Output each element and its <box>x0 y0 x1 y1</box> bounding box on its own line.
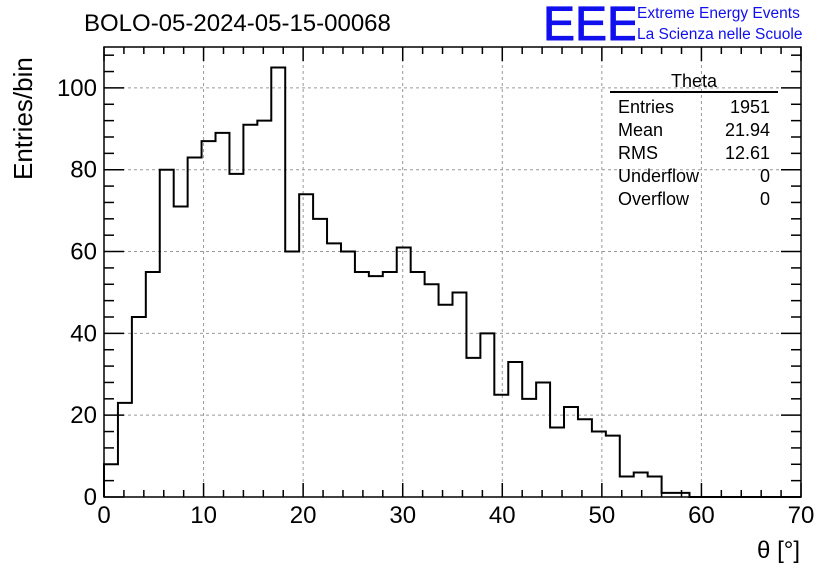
x-tick-label: 10 <box>190 502 217 529</box>
stats-value: 0 <box>759 189 770 209</box>
x-tick-label: 30 <box>389 502 416 529</box>
stats-row-overflow: Overflow 0 <box>610 188 778 211</box>
histogram-step-line <box>103 66 801 498</box>
stats-value: 12.61 <box>724 143 770 163</box>
grid-lines <box>104 47 801 497</box>
eee-logo: EEE <box>543 0 635 44</box>
x-tick-labels: 0 10 20 30 40 50 60 70 <box>97 502 814 529</box>
y-tick-label: 20 <box>70 402 97 429</box>
stats-label: Underflow <box>618 166 700 186</box>
stats-label: RMS <box>618 143 658 163</box>
stats-label: Entries <box>618 97 675 117</box>
stats-label: Mean <box>618 120 664 140</box>
stats-row-entries: Entries 1951 <box>610 96 778 119</box>
stats-label: Overflow <box>618 189 690 209</box>
stats-title: Theta <box>610 72 778 93</box>
logo-subtitle: Extreme Energy Events La Scienza nelle S… <box>637 3 802 45</box>
stats-box: Theta Entries 1951 Mean 21.94 RMS 12.61 … <box>610 72 778 211</box>
x-tick-label: 50 <box>589 502 616 529</box>
x-tick-label: 60 <box>688 502 715 529</box>
stats-value: 21.94 <box>724 120 770 140</box>
chart-title: BOLO-05-2024-05-15-00068 <box>84 10 391 37</box>
y-tick-label: 80 <box>70 157 97 184</box>
plot-frame <box>103 46 802 498</box>
stats-value: 0 <box>759 166 770 186</box>
logo-line-1: Extreme Energy Events <box>637 5 800 22</box>
eee-logo-mark: EEE <box>543 0 635 44</box>
x-tick-label: 70 <box>788 502 815 529</box>
logo-line-2: La Scienza nelle Scuole <box>637 26 803 43</box>
y-tick-label: 100 <box>57 75 97 102</box>
stats-row-rms: RMS 12.61 <box>610 142 778 165</box>
y-axis-label: Entries/bin <box>8 57 38 180</box>
y-tick-label: 0 <box>84 484 97 511</box>
y-tick-label: 40 <box>70 320 97 347</box>
stats-row-underflow: Underflow 0 <box>610 165 778 188</box>
x-tick-label: 0 <box>97 502 110 529</box>
y-tick-labels: 0 20 40 60 80 100 <box>57 75 97 511</box>
axis-ticks <box>103 47 802 498</box>
stats-value: 1951 <box>729 97 770 117</box>
stats-row-mean: Mean 21.94 <box>610 119 778 142</box>
x-tick-label: 40 <box>489 502 516 529</box>
y-tick-label: 60 <box>70 239 97 266</box>
x-tick-label: 20 <box>290 502 317 529</box>
x-axis-label: θ [°] <box>757 537 800 564</box>
